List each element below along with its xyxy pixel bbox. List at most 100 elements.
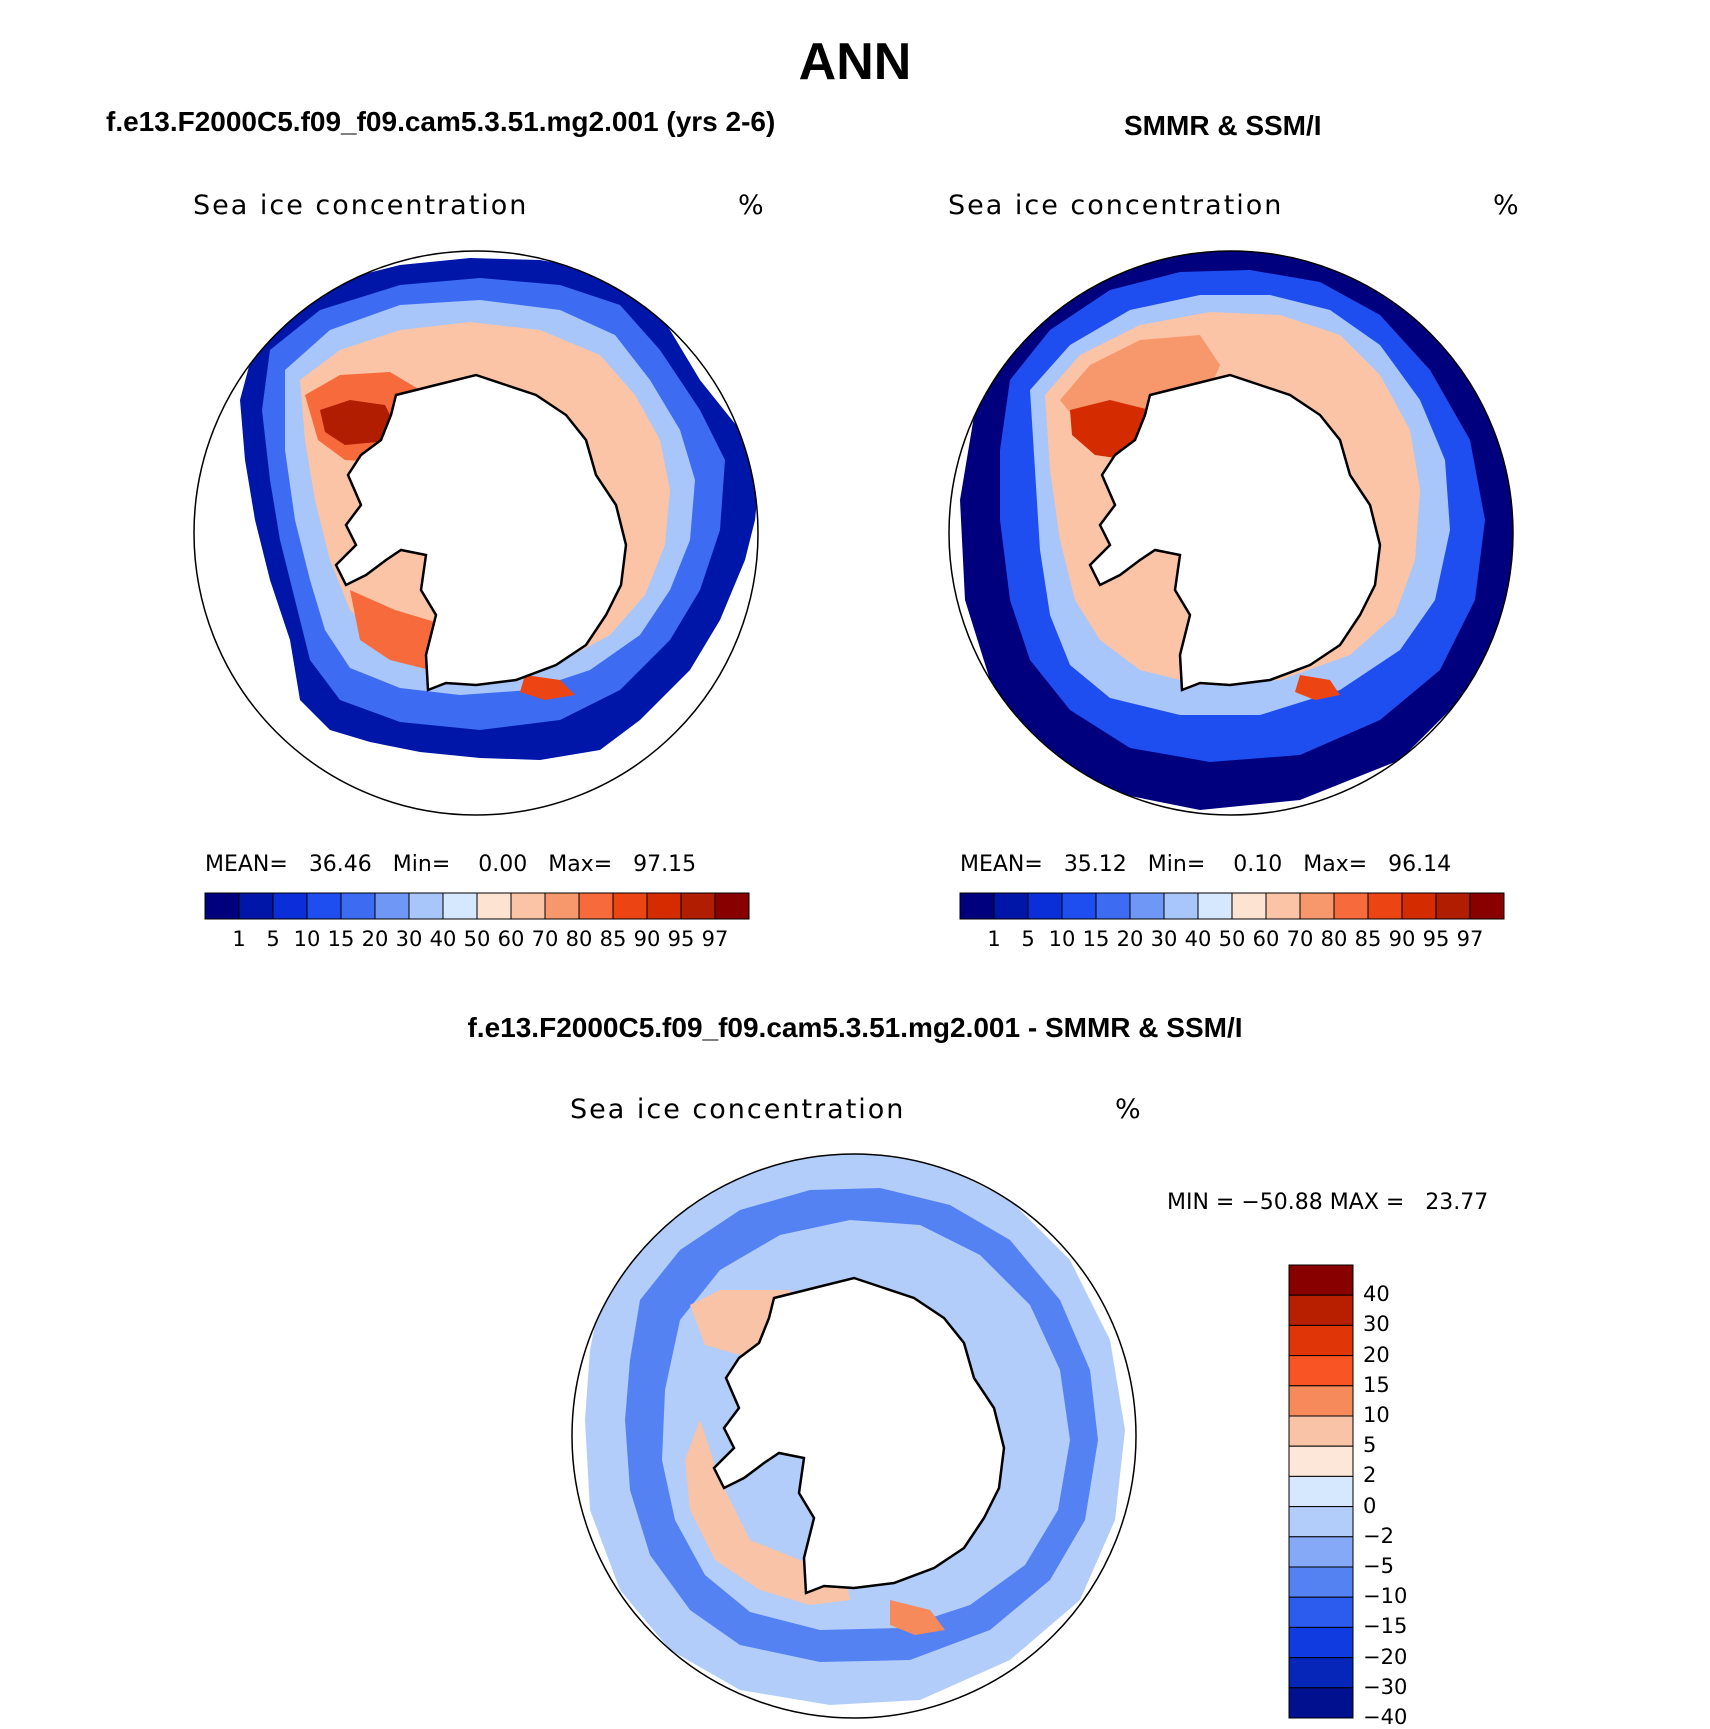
- diff-colorbar-swatch: [1288, 1566, 1354, 1598]
- diff-colorbar-tick-label: 20: [1363, 1342, 1390, 1367]
- diff-colorbar-tick-label: −40: [1363, 1705, 1408, 1729]
- model-colorbar-swatch: [510, 892, 546, 920]
- diff-colorbar-swatch: [1288, 1324, 1354, 1357]
- model-colorbar-tick-label: 95: [667, 927, 695, 951]
- obs-colorbar-swatch: [1231, 892, 1267, 920]
- obs-colorbar-swatch: [1299, 892, 1335, 920]
- obs-colorbar-swatch: [1367, 892, 1403, 920]
- model-colorbar-tick-label: 10: [293, 927, 321, 951]
- diff-colorbar-tick-label: −15: [1363, 1614, 1408, 1639]
- model-stats: MEAN= 36.46 Min= 0.00 Max= 97.15: [205, 852, 697, 877]
- model-map: [193, 250, 759, 816]
- obs-colorbar-swatch: [1469, 892, 1505, 920]
- obs-colorbar-swatch: [1401, 892, 1437, 920]
- diff-units-label: %: [1115, 1094, 1143, 1125]
- obs-colorbar-tick-label: 97: [1456, 927, 1484, 951]
- model-colorbar-tick-label: 80: [565, 927, 593, 951]
- diff-colorbar-swatch: [1288, 1626, 1354, 1659]
- diff-colorbar-tick-label: 0: [1363, 1493, 1377, 1518]
- diff-colorbar-tick-label: −10: [1363, 1584, 1408, 1609]
- obs-units-label: %: [1493, 190, 1521, 221]
- diff-colorbar-swatch: [1288, 1596, 1354, 1628]
- obs-colorbar-tick-label: 15: [1082, 927, 1110, 951]
- obs-colorbar-swatch: [1265, 892, 1301, 920]
- diff-colorbar-swatch: [1288, 1657, 1354, 1689]
- diff-colorbar-swatch: [1288, 1415, 1354, 1447]
- model-colorbar-swatch: [476, 892, 512, 920]
- model-colorbar-swatch: [578, 892, 614, 920]
- diff-panel-title: f.e13.F2000C5.f09_f09.cam5.3.51.mg2.001 …: [467, 1012, 1243, 1043]
- diff-colorbar-swatch: [1288, 1294, 1354, 1326]
- obs-colorbar-swatch: [1061, 892, 1097, 920]
- model-colorbar-swatch: [306, 892, 342, 920]
- diff-colorbar-tick-label: 15: [1363, 1372, 1390, 1397]
- diff-colorbar-tick-label: −2: [1363, 1523, 1394, 1548]
- diff-colorbar-swatch: [1288, 1687, 1354, 1719]
- diff-colorbar-swatch: [1288, 1475, 1354, 1508]
- diff-colorbar-swatch: [1288, 1506, 1354, 1538]
- obs-map: [948, 250, 1514, 816]
- model-colorbar: [204, 892, 750, 920]
- model-colorbar-swatch: [374, 892, 410, 920]
- model-colorbar-tick-label: 70: [531, 927, 559, 951]
- model-colorbar-tick-label: 5: [266, 927, 280, 951]
- obs-colorbar-tick-label: 70: [1286, 927, 1314, 951]
- model-colorbar-tick-label: 97: [701, 927, 729, 951]
- obs-panel-title: SMMR & SSM/I: [1124, 110, 1322, 141]
- diff-colorbar-tick-label: −5: [1363, 1554, 1394, 1578]
- model-colorbar-tick-label: 50: [463, 927, 491, 951]
- model-colorbar-tick-label: 30: [395, 927, 423, 951]
- model-units-label: %: [738, 190, 766, 221]
- model-colorbar-swatch: [646, 892, 682, 920]
- model-colorbar-swatch: [238, 892, 274, 920]
- obs-stats: MEAN= 35.12 Min= 0.10 Max= 96.14: [960, 852, 1452, 877]
- diff-colorbar-swatch: [1288, 1264, 1354, 1296]
- diff-colorbar-swatch: [1288, 1355, 1354, 1387]
- obs-colorbar-swatch: [1163, 892, 1199, 920]
- model-colorbar-tick-label: 85: [599, 927, 627, 951]
- obs-colorbar-tick-label: 60: [1252, 927, 1280, 951]
- model-colorbar-swatch: [544, 892, 580, 920]
- model-colorbar-tick-label: 1: [232, 927, 246, 951]
- diff-colorbar-tick-label: 40: [1363, 1282, 1390, 1307]
- obs-colorbar-tick-label: 5: [1021, 927, 1035, 951]
- diff-variable-label: Sea ice concentration: [570, 1094, 906, 1125]
- model-colorbar-swatch: [612, 892, 648, 920]
- diff-colorbar-tick-label: 5: [1363, 1433, 1377, 1458]
- diff-colorbar-swatch: [1288, 1536, 1354, 1568]
- model-colorbar-tick-label: 90: [633, 927, 661, 951]
- obs-colorbar-swatch: [1197, 892, 1233, 920]
- diff-stats: MIN = −50.88 MAX = 23.77: [1167, 1190, 1489, 1215]
- diff-colorbar: [1288, 1264, 1354, 1719]
- obs-colorbar-swatch: [1027, 892, 1063, 920]
- diff-colorbar-tick-label: 2: [1363, 1463, 1377, 1488]
- model-colorbar-swatch: [408, 892, 444, 920]
- main-title: ANN: [798, 33, 912, 91]
- obs-variable-label: Sea ice concentration: [948, 190, 1284, 221]
- obs-colorbar-swatch: [1435, 892, 1471, 920]
- obs-colorbar-tick-label: 10: [1048, 927, 1076, 951]
- obs-colorbar-tick-label: 80: [1320, 927, 1348, 951]
- diff-colorbar-tick-label: −30: [1363, 1674, 1408, 1699]
- diff-colorbar-swatch: [1288, 1445, 1354, 1477]
- model-colorbar-swatch: [340, 892, 376, 920]
- obs-colorbar-tick-label: 30: [1150, 927, 1178, 951]
- diff-colorbar-swatch: [1288, 1385, 1354, 1417]
- model-colorbar-tick-label: 15: [327, 927, 355, 951]
- model-colorbar-swatch: [442, 892, 478, 920]
- obs-colorbar-tick-label: 40: [1184, 927, 1212, 951]
- obs-colorbar-tick-label: 90: [1388, 927, 1416, 951]
- diff-map: [571, 1153, 1137, 1719]
- obs-colorbar-tick-label: 50: [1218, 927, 1246, 951]
- obs-colorbar-tick-label: 20: [1116, 927, 1144, 951]
- model-colorbar-tick-label: 40: [429, 927, 457, 951]
- obs-colorbar-tick-label: 1: [987, 927, 1001, 951]
- obs-colorbar-swatch: [1333, 892, 1369, 920]
- model-colorbar-swatch: [204, 892, 240, 920]
- obs-colorbar-swatch: [1095, 892, 1131, 920]
- model-panel-title: f.e13.F2000C5.f09_f09.cam5.3.51.mg2.001 …: [106, 106, 776, 137]
- model-colorbar-swatch: [714, 892, 750, 920]
- obs-colorbar-tick-label: 85: [1354, 927, 1382, 951]
- model-colorbar-tick-label: 20: [361, 927, 389, 951]
